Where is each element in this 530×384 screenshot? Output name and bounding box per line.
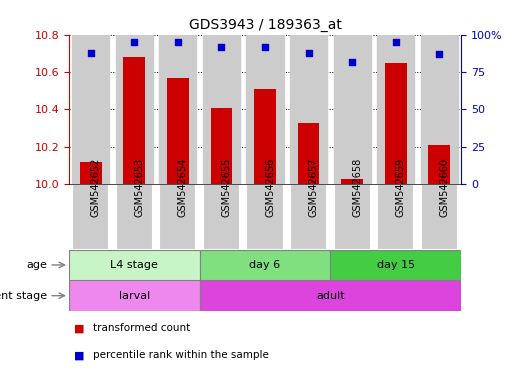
- Bar: [160, 184, 196, 250]
- Bar: [69, 250, 200, 280]
- Text: GSM542654: GSM542654: [178, 158, 188, 217]
- Text: ■: ■: [74, 323, 85, 333]
- Bar: [254, 89, 276, 184]
- Bar: [200, 250, 330, 280]
- Bar: [116, 184, 153, 250]
- Bar: [377, 184, 414, 250]
- Title: GDS3943 / 189363_at: GDS3943 / 189363_at: [189, 18, 341, 32]
- Text: GSM542660: GSM542660: [439, 158, 449, 217]
- Text: ■: ■: [74, 350, 85, 360]
- Bar: [385, 63, 407, 184]
- Text: GSM542658: GSM542658: [352, 158, 362, 217]
- Point: [217, 43, 226, 50]
- Text: percentile rank within the sample: percentile rank within the sample: [93, 350, 269, 360]
- Text: GSM542657: GSM542657: [308, 158, 319, 217]
- Text: day 15: day 15: [377, 260, 415, 270]
- Bar: [246, 184, 284, 250]
- Text: day 6: day 6: [250, 260, 280, 270]
- Point: [435, 51, 444, 57]
- Point: [392, 39, 400, 45]
- Bar: [334, 184, 370, 250]
- Text: L4 stage: L4 stage: [110, 260, 158, 270]
- Point: [130, 39, 138, 45]
- Text: larval: larval: [119, 291, 150, 301]
- Text: GSM542656: GSM542656: [265, 158, 275, 217]
- Point: [86, 50, 95, 56]
- Bar: [203, 184, 240, 250]
- Bar: [421, 35, 458, 184]
- Bar: [69, 280, 200, 311]
- Text: GSM542655: GSM542655: [222, 158, 232, 217]
- Bar: [377, 35, 414, 184]
- Bar: [167, 78, 189, 184]
- Bar: [116, 35, 153, 184]
- Point: [348, 58, 356, 65]
- Bar: [330, 250, 461, 280]
- Bar: [123, 57, 145, 184]
- Bar: [290, 35, 327, 184]
- Text: GSM542652: GSM542652: [91, 158, 101, 217]
- Bar: [203, 35, 240, 184]
- Point: [174, 39, 182, 45]
- Bar: [428, 145, 450, 184]
- Bar: [341, 179, 363, 184]
- Text: age: age: [26, 260, 47, 270]
- Bar: [80, 162, 102, 184]
- Bar: [160, 35, 196, 184]
- Bar: [210, 108, 232, 184]
- Bar: [298, 122, 320, 184]
- Bar: [246, 35, 284, 184]
- Bar: [200, 280, 461, 311]
- Bar: [290, 184, 327, 250]
- Point: [261, 43, 269, 50]
- Text: adult: adult: [316, 291, 344, 301]
- Bar: [72, 184, 109, 250]
- Text: transformed count: transformed count: [93, 323, 190, 333]
- Text: GSM542659: GSM542659: [396, 158, 406, 217]
- Bar: [72, 35, 109, 184]
- Point: [304, 50, 313, 56]
- Bar: [421, 184, 458, 250]
- Text: GSM542653: GSM542653: [134, 158, 144, 217]
- Text: development stage: development stage: [0, 291, 47, 301]
- Bar: [334, 35, 370, 184]
